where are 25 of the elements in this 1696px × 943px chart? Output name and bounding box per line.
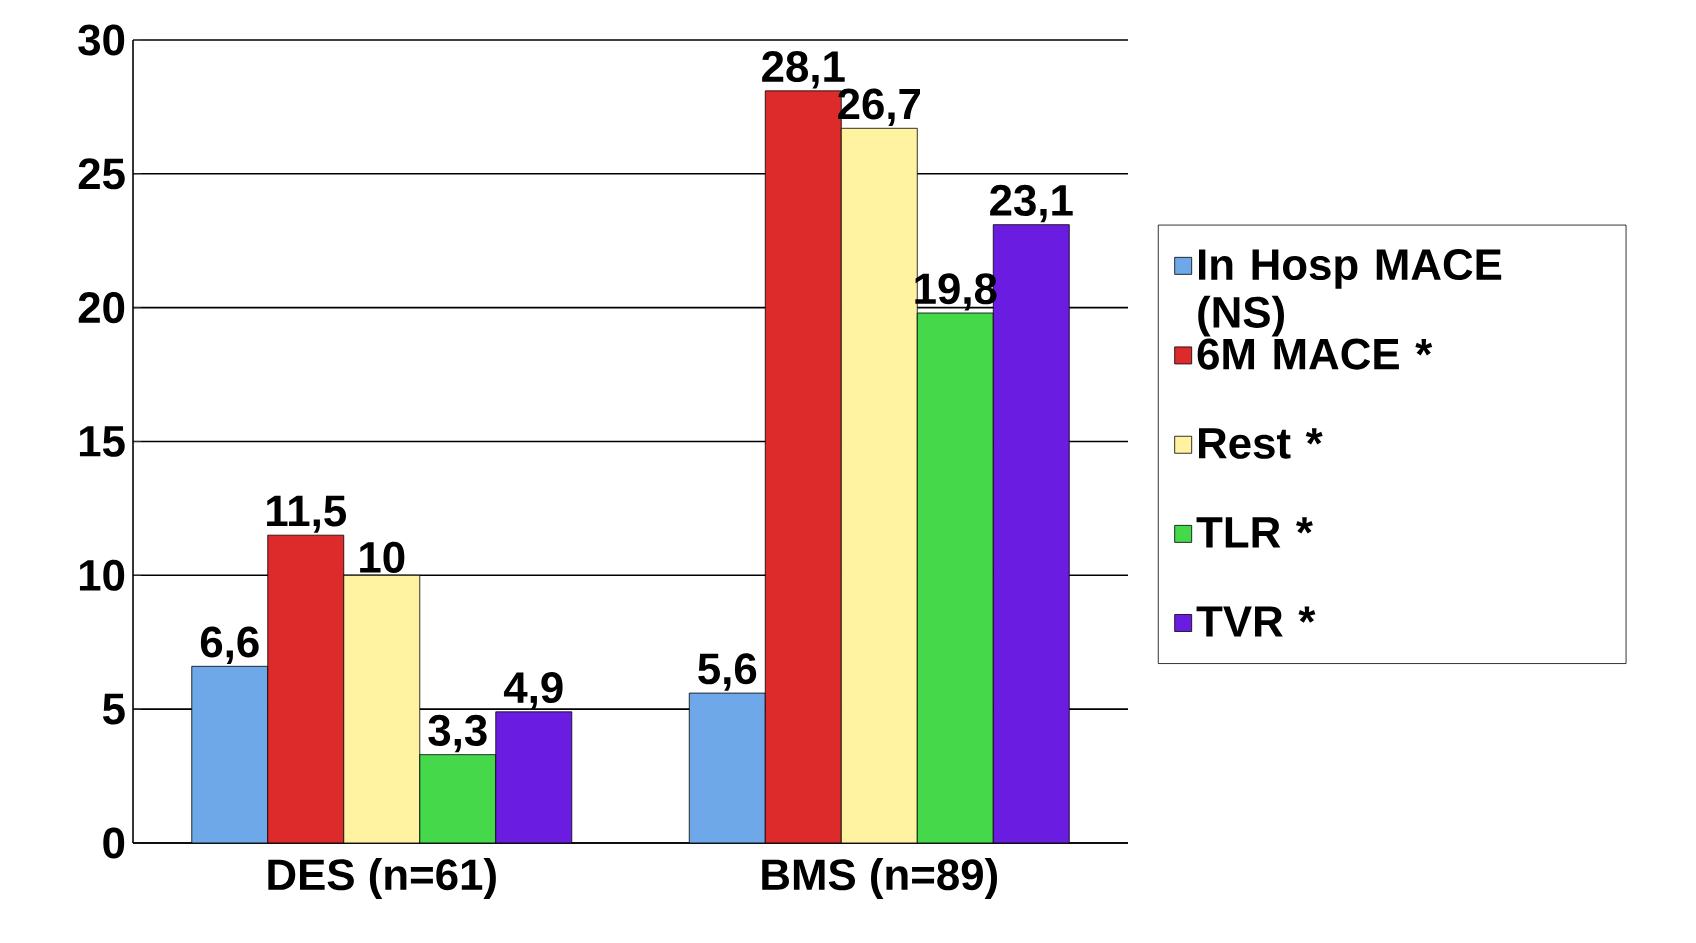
bar bbox=[688, 692, 766, 843]
y-tick-label: 0 bbox=[103, 827, 125, 859]
y-tick-label: 15 bbox=[79, 426, 125, 457]
data-label: 3,3 bbox=[428, 714, 487, 753]
data-label: 11,5 bbox=[267, 495, 346, 533]
data-label: 23,1 bbox=[990, 184, 1073, 223]
legend-label: 6M MACE * bbox=[1197, 338, 1433, 370]
data-label: 10 bbox=[360, 541, 405, 573]
y-tick-label: 25 bbox=[78, 158, 125, 190]
bar bbox=[191, 665, 269, 843]
data-label: 5,6 bbox=[698, 653, 757, 691]
data-label: 28,1 bbox=[762, 51, 845, 89]
x-tick-label: BMS (n=89) bbox=[762, 858, 997, 899]
data-label: 6,6 bbox=[200, 626, 259, 664]
legend-label: Rest * bbox=[1199, 428, 1323, 459]
y-tick-label: 5 bbox=[102, 693, 125, 725]
legend-label: TLR * bbox=[1196, 517, 1313, 548]
y-tick-label: 30 bbox=[78, 24, 125, 56]
y-tick-label: 20 bbox=[78, 292, 125, 324]
bar bbox=[343, 574, 421, 843]
y-tick-label: 10 bbox=[79, 559, 125, 591]
legend-label: In Hosp MACE (NS) bbox=[1198, 249, 1502, 337]
x-tick-label: DES (n=61) bbox=[268, 858, 496, 899]
data-label: 4,9 bbox=[503, 672, 563, 710]
legend-label: TVR * bbox=[1196, 606, 1316, 637]
